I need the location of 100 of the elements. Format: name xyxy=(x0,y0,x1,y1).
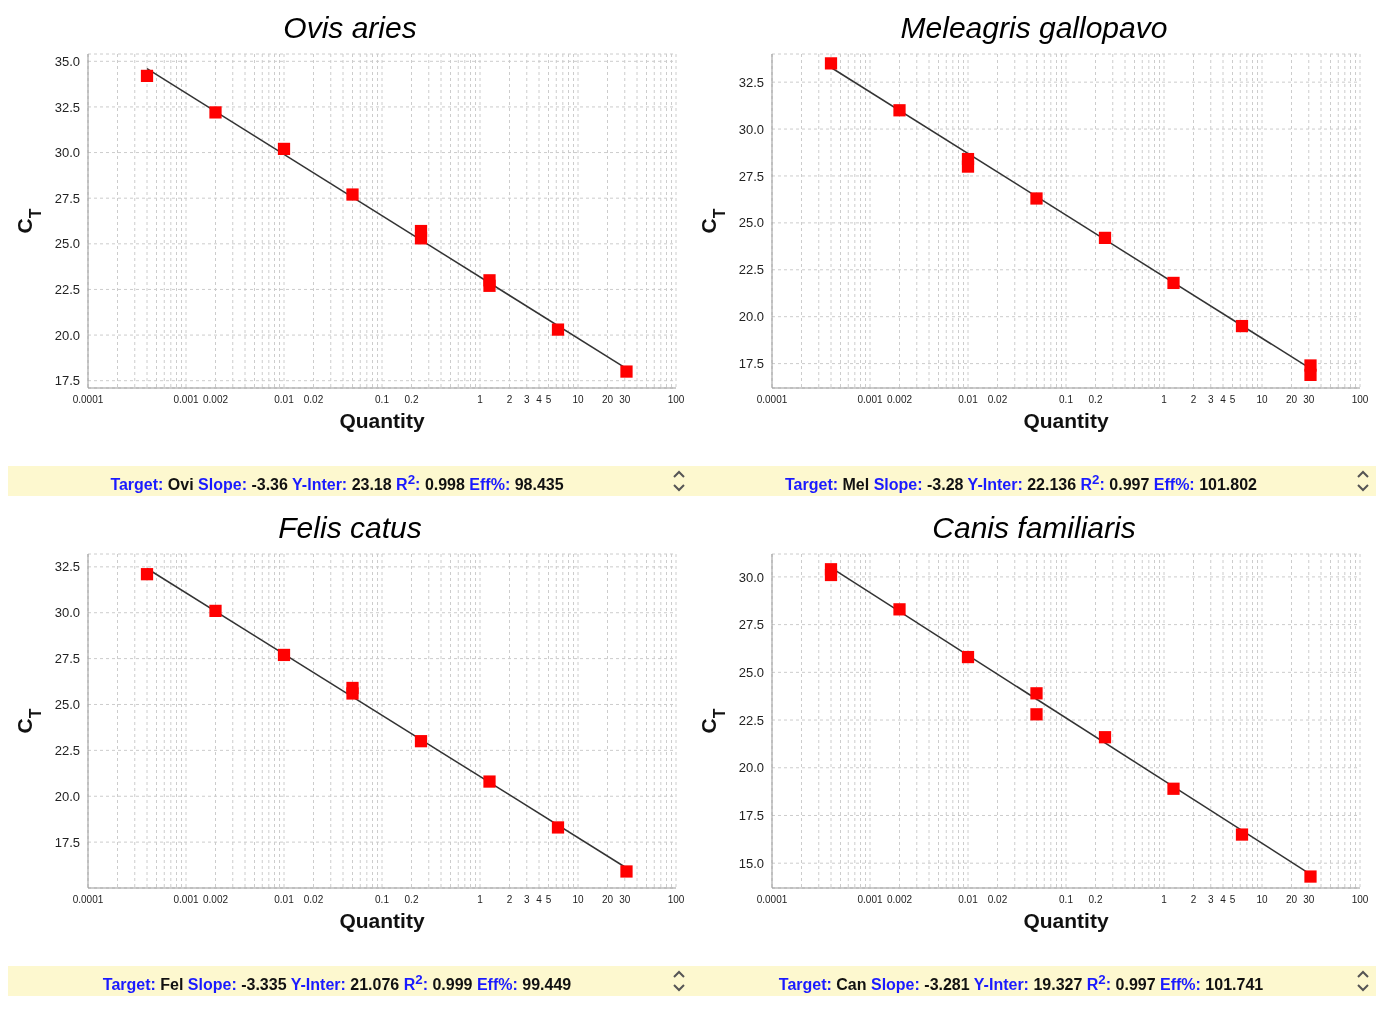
x-tick-label: 0.2 xyxy=(1088,394,1103,406)
y-tick-label: 32.5 xyxy=(54,99,80,115)
x-tick-label: 0.0001 xyxy=(72,394,104,406)
x-tick-label: 4 xyxy=(1220,394,1227,406)
x-tick-label: 0.002 xyxy=(202,394,229,406)
y-tick-label: 22.5 xyxy=(54,742,80,758)
y-tick-label: 35.0 xyxy=(54,53,80,69)
x-tick-label: 0.01 xyxy=(274,894,295,906)
y-tick-label: 25.0 xyxy=(738,215,764,231)
x-tick-label: 5 xyxy=(545,894,552,906)
y-tick-label: 17.5 xyxy=(738,808,764,824)
x-tick-label: 1 xyxy=(1161,894,1168,906)
chart-title: Ovis aries xyxy=(282,10,418,46)
chart-title: Canis familiaris xyxy=(931,510,1137,546)
x-tick-label: 30 xyxy=(619,894,631,906)
y-tick-label: 20.0 xyxy=(738,309,764,325)
x-tick-label: 0.1 xyxy=(1059,394,1074,406)
x-tick-label: 0.2 xyxy=(404,394,419,406)
y-tick-label: 22.5 xyxy=(738,262,764,278)
y-tick-label: 20.0 xyxy=(54,788,80,804)
x-tick-label: 100 xyxy=(1351,894,1369,906)
x-tick-label: 0.0001 xyxy=(72,894,104,906)
x-tick-label: 0.01 xyxy=(274,394,295,406)
x-tick-label: 20 xyxy=(1285,394,1298,406)
text: Target: Ovi Slope: -3.36 Y-Inter: 23.18 R$^{2}$: 0.998 Eff%: 98.435 xyxy=(110,471,564,493)
x-tick-label: 0.01 xyxy=(958,394,979,406)
chart-title: Meleagris gallopavo xyxy=(899,10,1169,46)
chart-title: Felis catus xyxy=(277,510,423,546)
x-tick-label: 10 xyxy=(572,394,584,406)
x-tick-label: 30 xyxy=(1303,394,1315,406)
x-tick-label: 0.002 xyxy=(886,394,913,406)
x-tick-label: 0.001 xyxy=(857,394,883,406)
x-tick-label: 4 xyxy=(536,894,543,906)
x-tick-label: 30 xyxy=(619,394,631,406)
y-tick-label: 30.0 xyxy=(54,605,80,621)
x-tick-label: 0.1 xyxy=(1059,894,1074,906)
x-axis-title: Quantity xyxy=(1023,409,1109,432)
y-tick-label: 25.0 xyxy=(54,697,80,713)
y-tick-label: 30.0 xyxy=(54,145,80,161)
x-tick-label: 4 xyxy=(1220,894,1227,906)
x-tick-label: 0.002 xyxy=(202,894,229,906)
x-tick-label: 10 xyxy=(1256,894,1268,906)
y-tick-label: 27.5 xyxy=(54,651,80,667)
y-tick-label: 27.5 xyxy=(54,190,80,206)
text: Target: Fel Slope: -3.335 Y-Inter: 21.076 R$^{2}$: 0.999 Eff%: 99.449 xyxy=(102,971,572,993)
y-tick-label: 32.5 xyxy=(738,74,764,90)
y-tick-label: 17.5 xyxy=(738,356,764,372)
x-tick-label: 0.001 xyxy=(173,894,199,906)
y-tick-label: 32.5 xyxy=(54,559,80,575)
y-tick-label: 30.0 xyxy=(738,121,764,137)
y-tick-label: 15.0 xyxy=(738,855,764,871)
y-tick-label: 22.5 xyxy=(738,712,764,728)
y-tick-label: 30.0 xyxy=(738,569,764,585)
x-tick-label: 10 xyxy=(1256,394,1268,406)
x-tick-label: 1 xyxy=(477,394,484,406)
x-tick-label: 0.02 xyxy=(303,394,324,406)
y-tick-label: 17.5 xyxy=(54,834,80,850)
y-tick-label: 22.5 xyxy=(54,282,80,298)
x-tick-label: 3 xyxy=(523,894,530,906)
y-tick-label: 20.0 xyxy=(54,327,80,343)
x-tick-label: 30 xyxy=(1303,894,1315,906)
x-tick-label: 5 xyxy=(545,394,552,406)
y-tick-label: 27.5 xyxy=(738,617,764,633)
x-tick-label: 0.001 xyxy=(857,894,883,906)
x-tick-label: 20 xyxy=(601,394,614,406)
x-axis-title: Quantity xyxy=(1023,909,1109,932)
x-tick-label: 1 xyxy=(1161,394,1168,406)
x-tick-label: 0.0001 xyxy=(756,894,788,906)
x-tick-label: 0.002 xyxy=(886,894,913,906)
x-tick-label: 100 xyxy=(667,394,685,406)
x-tick-label: 5 xyxy=(1229,394,1236,406)
x-tick-label: 20 xyxy=(1285,894,1298,906)
x-tick-label: 4 xyxy=(536,394,543,406)
y-tick-label: 20.0 xyxy=(738,760,764,776)
x-tick-label: 2 xyxy=(506,394,513,406)
x-tick-label: 0.02 xyxy=(987,894,1008,906)
y-tick-label: 25.0 xyxy=(54,236,80,252)
x-tick-label: 5 xyxy=(1229,894,1236,906)
x-tick-label: 20 xyxy=(601,894,614,906)
x-tick-label: 100 xyxy=(667,894,685,906)
x-axis-title: Quantity xyxy=(339,409,425,432)
text: Target: Can Slope: -3.281 Y-Inter: 19.327 R$^{2}$: 0.997 Eff%: 101.741 xyxy=(778,971,1264,993)
y-tick-label: 17.5 xyxy=(54,373,80,389)
x-tick-label: 0.0001 xyxy=(756,394,788,406)
x-tick-label: 0.001 xyxy=(173,394,199,406)
x-tick-label: 10 xyxy=(572,894,584,906)
y-tick-label: 27.5 xyxy=(738,168,764,184)
text: Target: Mel Slope: -3.28 Y-Inter: 22.136 R$^{2}$: 0.997 Eff%: 101.802 xyxy=(785,471,1257,493)
x-tick-label: 100 xyxy=(1351,394,1369,406)
x-tick-label: 2 xyxy=(506,894,513,906)
x-tick-label: 0.02 xyxy=(303,894,324,906)
x-tick-label: 3 xyxy=(1207,394,1214,406)
x-tick-label: 3 xyxy=(523,394,530,406)
x-tick-label: 0.02 xyxy=(987,394,1008,406)
x-tick-label: 2 xyxy=(1190,894,1197,906)
x-tick-label: 1 xyxy=(477,894,484,906)
x-tick-label: 3 xyxy=(1207,894,1214,906)
x-tick-label: 0.1 xyxy=(375,394,390,406)
x-tick-label: 0.1 xyxy=(375,894,390,906)
x-axis-title: Quantity xyxy=(339,909,425,932)
